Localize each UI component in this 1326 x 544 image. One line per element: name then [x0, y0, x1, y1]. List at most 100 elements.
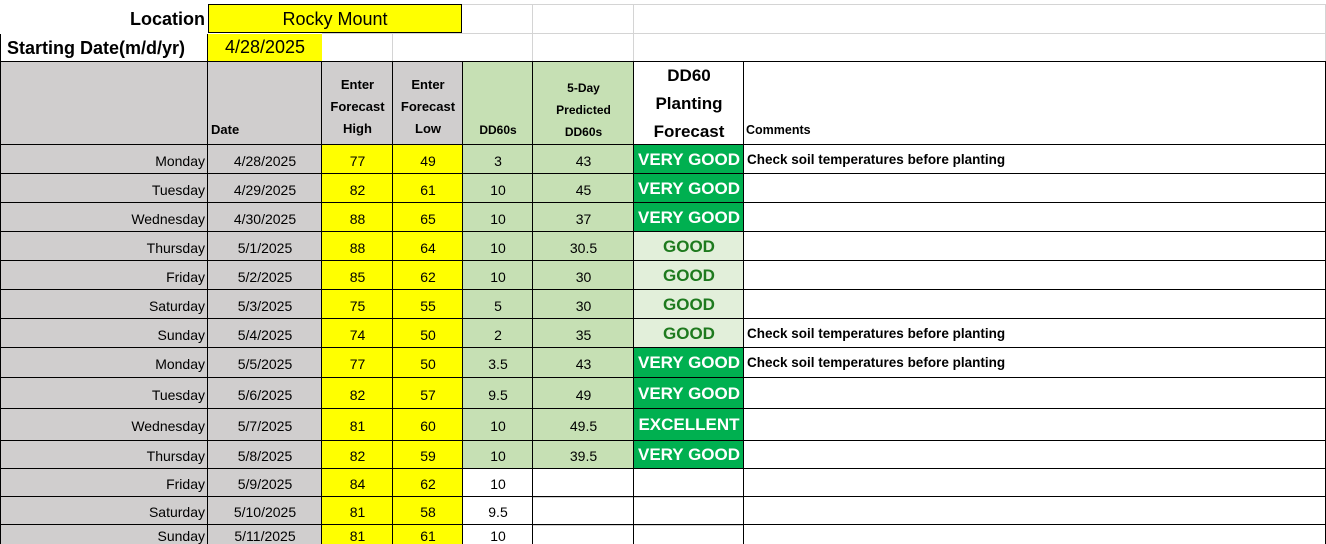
- row-dd60s: 10: [463, 174, 533, 203]
- row-dd60s: 3: [463, 145, 533, 174]
- row-forecast-high[interactable]: 74: [322, 319, 393, 348]
- row-predicted-dd60s: 30.5: [533, 232, 634, 261]
- row-forecast-low[interactable]: 50: [393, 348, 463, 378]
- row-day: Sunday: [0, 319, 208, 348]
- row-planting-forecast: VERY GOOD: [634, 145, 744, 174]
- row-forecast-low[interactable]: 49: [393, 145, 463, 174]
- row-forecast-high[interactable]: 85: [322, 261, 393, 290]
- row-comment[interactable]: Check soil temperatures before planting: [747, 326, 1006, 341]
- row-dd60s: 10: [463, 261, 533, 290]
- row-date: 5/2/2025: [208, 261, 322, 290]
- row-day: Monday: [0, 348, 208, 378]
- row-day: Wednesday: [0, 203, 208, 232]
- row-forecast-low[interactable]: 55: [393, 290, 463, 319]
- row-date: 4/30/2025: [208, 203, 322, 232]
- vertical-line: [532, 4, 533, 62]
- row-forecast-high[interactable]: 77: [322, 145, 393, 174]
- row-comment[interactable]: [744, 232, 1326, 261]
- start-date-input[interactable]: 4/28/2025: [208, 34, 322, 61]
- row-comment[interactable]: [744, 203, 1326, 232]
- vertical-line: [462, 61, 463, 544]
- row-comment[interactable]: [744, 378, 1326, 409]
- row-forecast-low[interactable]: 61: [393, 174, 463, 203]
- row-predicted-dd60s: 45: [533, 174, 634, 203]
- row-forecast-high[interactable]: 81: [322, 409, 393, 441]
- header-date: Date: [208, 62, 322, 144]
- row-forecast-high[interactable]: 84: [322, 469, 393, 497]
- row-day: Monday: [0, 145, 208, 174]
- row-day: Thursday: [0, 232, 208, 261]
- horizontal-line: [0, 173, 1326, 174]
- row-forecast-high[interactable]: 82: [322, 174, 393, 203]
- header-high-line1: Enter: [340, 77, 375, 92]
- row-forecast-high[interactable]: 77: [322, 348, 393, 378]
- row-forecast-low[interactable]: 65: [393, 203, 463, 232]
- row-forecast-low[interactable]: 59: [393, 441, 463, 469]
- row-comment[interactable]: Check soil temperatures before planting: [747, 355, 1006, 370]
- row-forecast-low[interactable]: 57: [393, 378, 463, 409]
- horizontal-line: [0, 260, 1326, 261]
- header-fc-line3: Forecast: [653, 122, 725, 141]
- header-pred-line3: DD60s: [564, 125, 603, 139]
- horizontal-line: [533, 497, 744, 498]
- row-dd60s: 10: [463, 232, 533, 261]
- horizontal-line: [0, 377, 1326, 378]
- row-comment[interactable]: [744, 261, 1326, 290]
- row-forecast-low[interactable]: 62: [393, 261, 463, 290]
- row-forecast-high[interactable]: 82: [322, 441, 393, 469]
- row-forecast-high[interactable]: 88: [322, 232, 393, 261]
- row-comment[interactable]: [744, 497, 1326, 525]
- horizontal-line: [0, 202, 1326, 203]
- row-day: Wednesday: [0, 409, 208, 441]
- header-low-line1: Enter: [411, 77, 445, 92]
- row-dd60s: 10: [490, 528, 506, 544]
- horizontal-line: [0, 524, 1326, 525]
- row-forecast-low[interactable]: 64: [393, 232, 463, 261]
- row-predicted-dd60s: 30: [533, 261, 634, 290]
- row-comment[interactable]: [744, 409, 1326, 441]
- row-day: Friday: [0, 469, 208, 497]
- row-predicted-dd60s: 39.5: [533, 441, 634, 469]
- row-forecast-high[interactable]: 88: [322, 203, 393, 232]
- horizontal-line: [322, 33, 1326, 34]
- row-comment[interactable]: Check soil temperatures before planting: [747, 152, 1006, 167]
- row-forecast-high[interactable]: 81: [322, 525, 393, 544]
- vertical-line: [0, 61, 1, 544]
- row-forecast-low[interactable]: 62: [393, 469, 463, 497]
- header-high-line3: High: [343, 121, 372, 136]
- row-planting-forecast: EXCELLENT: [634, 409, 744, 441]
- row-date: 5/9/2025: [208, 469, 322, 497]
- start-date-label: Starting Date(m/d/yr): [0, 34, 208, 62]
- horizontal-line: [533, 525, 744, 526]
- row-dd60s: 3.5: [463, 348, 533, 378]
- row-dd60s: 10: [463, 441, 533, 469]
- horizontal-line: [0, 496, 1326, 497]
- header-comments: Comments: [746, 123, 811, 137]
- row-comment[interactable]: [744, 525, 1326, 544]
- row-forecast-low[interactable]: 61: [393, 525, 463, 544]
- location-label: Location: [130, 9, 205, 29]
- row-dd60s: 10: [463, 409, 533, 441]
- row-comment[interactable]: [744, 469, 1326, 497]
- row-comment[interactable]: [744, 441, 1326, 469]
- header-forecast-high: Enter Forecast High: [322, 62, 393, 144]
- row-predicted-dd60s: 49.5: [533, 409, 634, 441]
- row-day: Thursday: [0, 441, 208, 469]
- vertical-line: [207, 61, 208, 544]
- row-forecast-high[interactable]: 82: [322, 378, 393, 409]
- vertical-line: [392, 33, 393, 62]
- row-forecast-low[interactable]: 50: [393, 319, 463, 348]
- row-date: 5/8/2025: [208, 441, 322, 469]
- row-dd60s: 5: [463, 290, 533, 319]
- row-planting-forecast: VERY GOOD: [634, 203, 744, 232]
- row-planting-forecast: VERY GOOD: [634, 378, 744, 409]
- row-forecast-high[interactable]: 81: [322, 497, 393, 525]
- row-forecast-high[interactable]: 75: [322, 290, 393, 319]
- row-predicted-dd60s: 35: [533, 319, 634, 348]
- location-input[interactable]: Rocky Mount: [208, 4, 462, 33]
- row-forecast-low[interactable]: 58: [393, 497, 463, 525]
- row-forecast-low[interactable]: 60: [393, 409, 463, 441]
- row-comment[interactable]: [744, 290, 1326, 319]
- row-dd60s: 9.5: [463, 378, 533, 409]
- row-comment[interactable]: [744, 174, 1326, 203]
